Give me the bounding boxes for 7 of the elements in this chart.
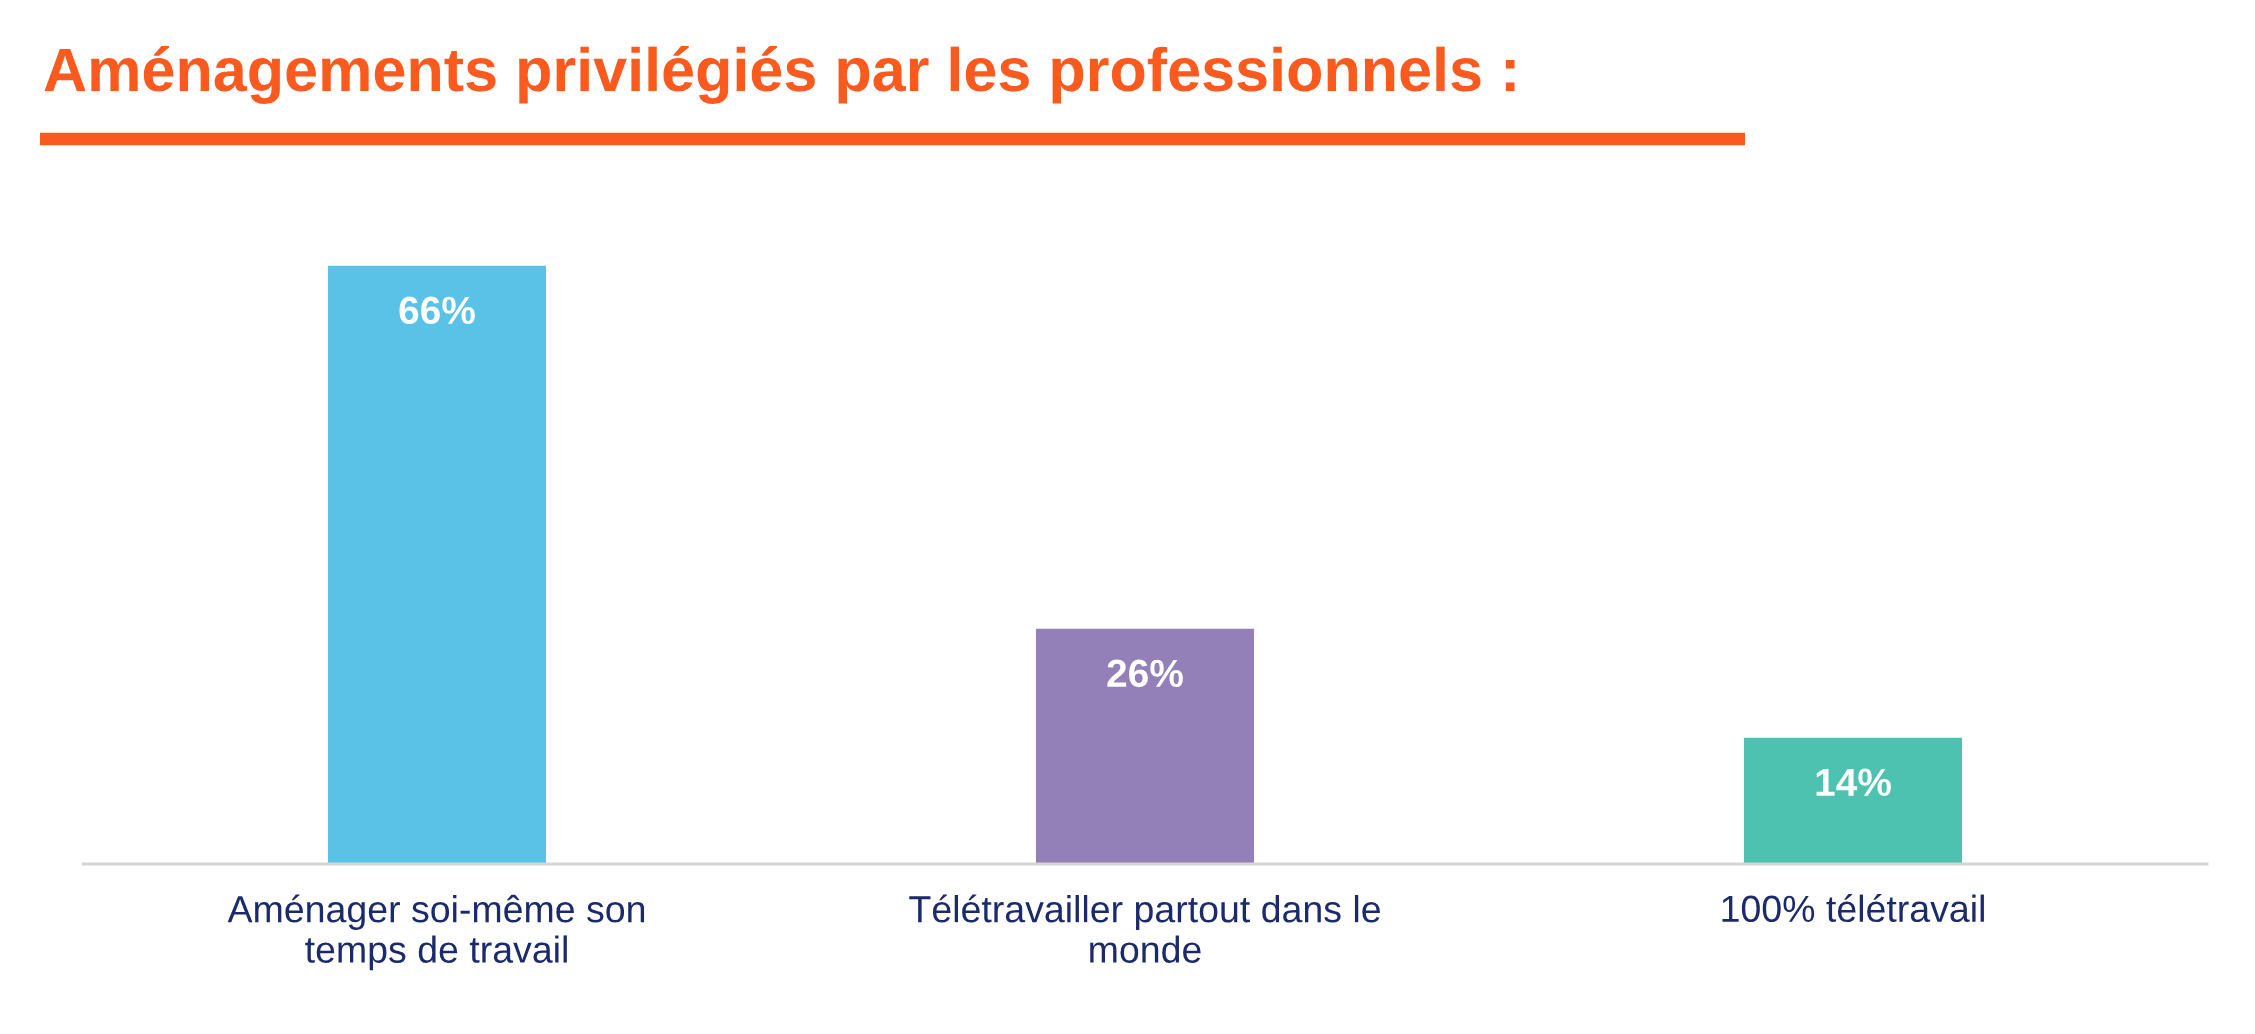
data-label: 66% (399, 296, 475, 325)
data-label: 26% (1107, 659, 1183, 688)
x-tick-label: Aménager soi-même son temps de travail (227, 894, 645, 971)
x-tick-label: 100% télétravail (1722, 894, 1984, 923)
x-tick-label: Télétravailler partout dans le monde (909, 894, 1380, 963)
chart-title: Aménagements privilégiés par les professionnels : (44, 46, 1515, 104)
data-label: 14% (1816, 768, 1891, 796)
